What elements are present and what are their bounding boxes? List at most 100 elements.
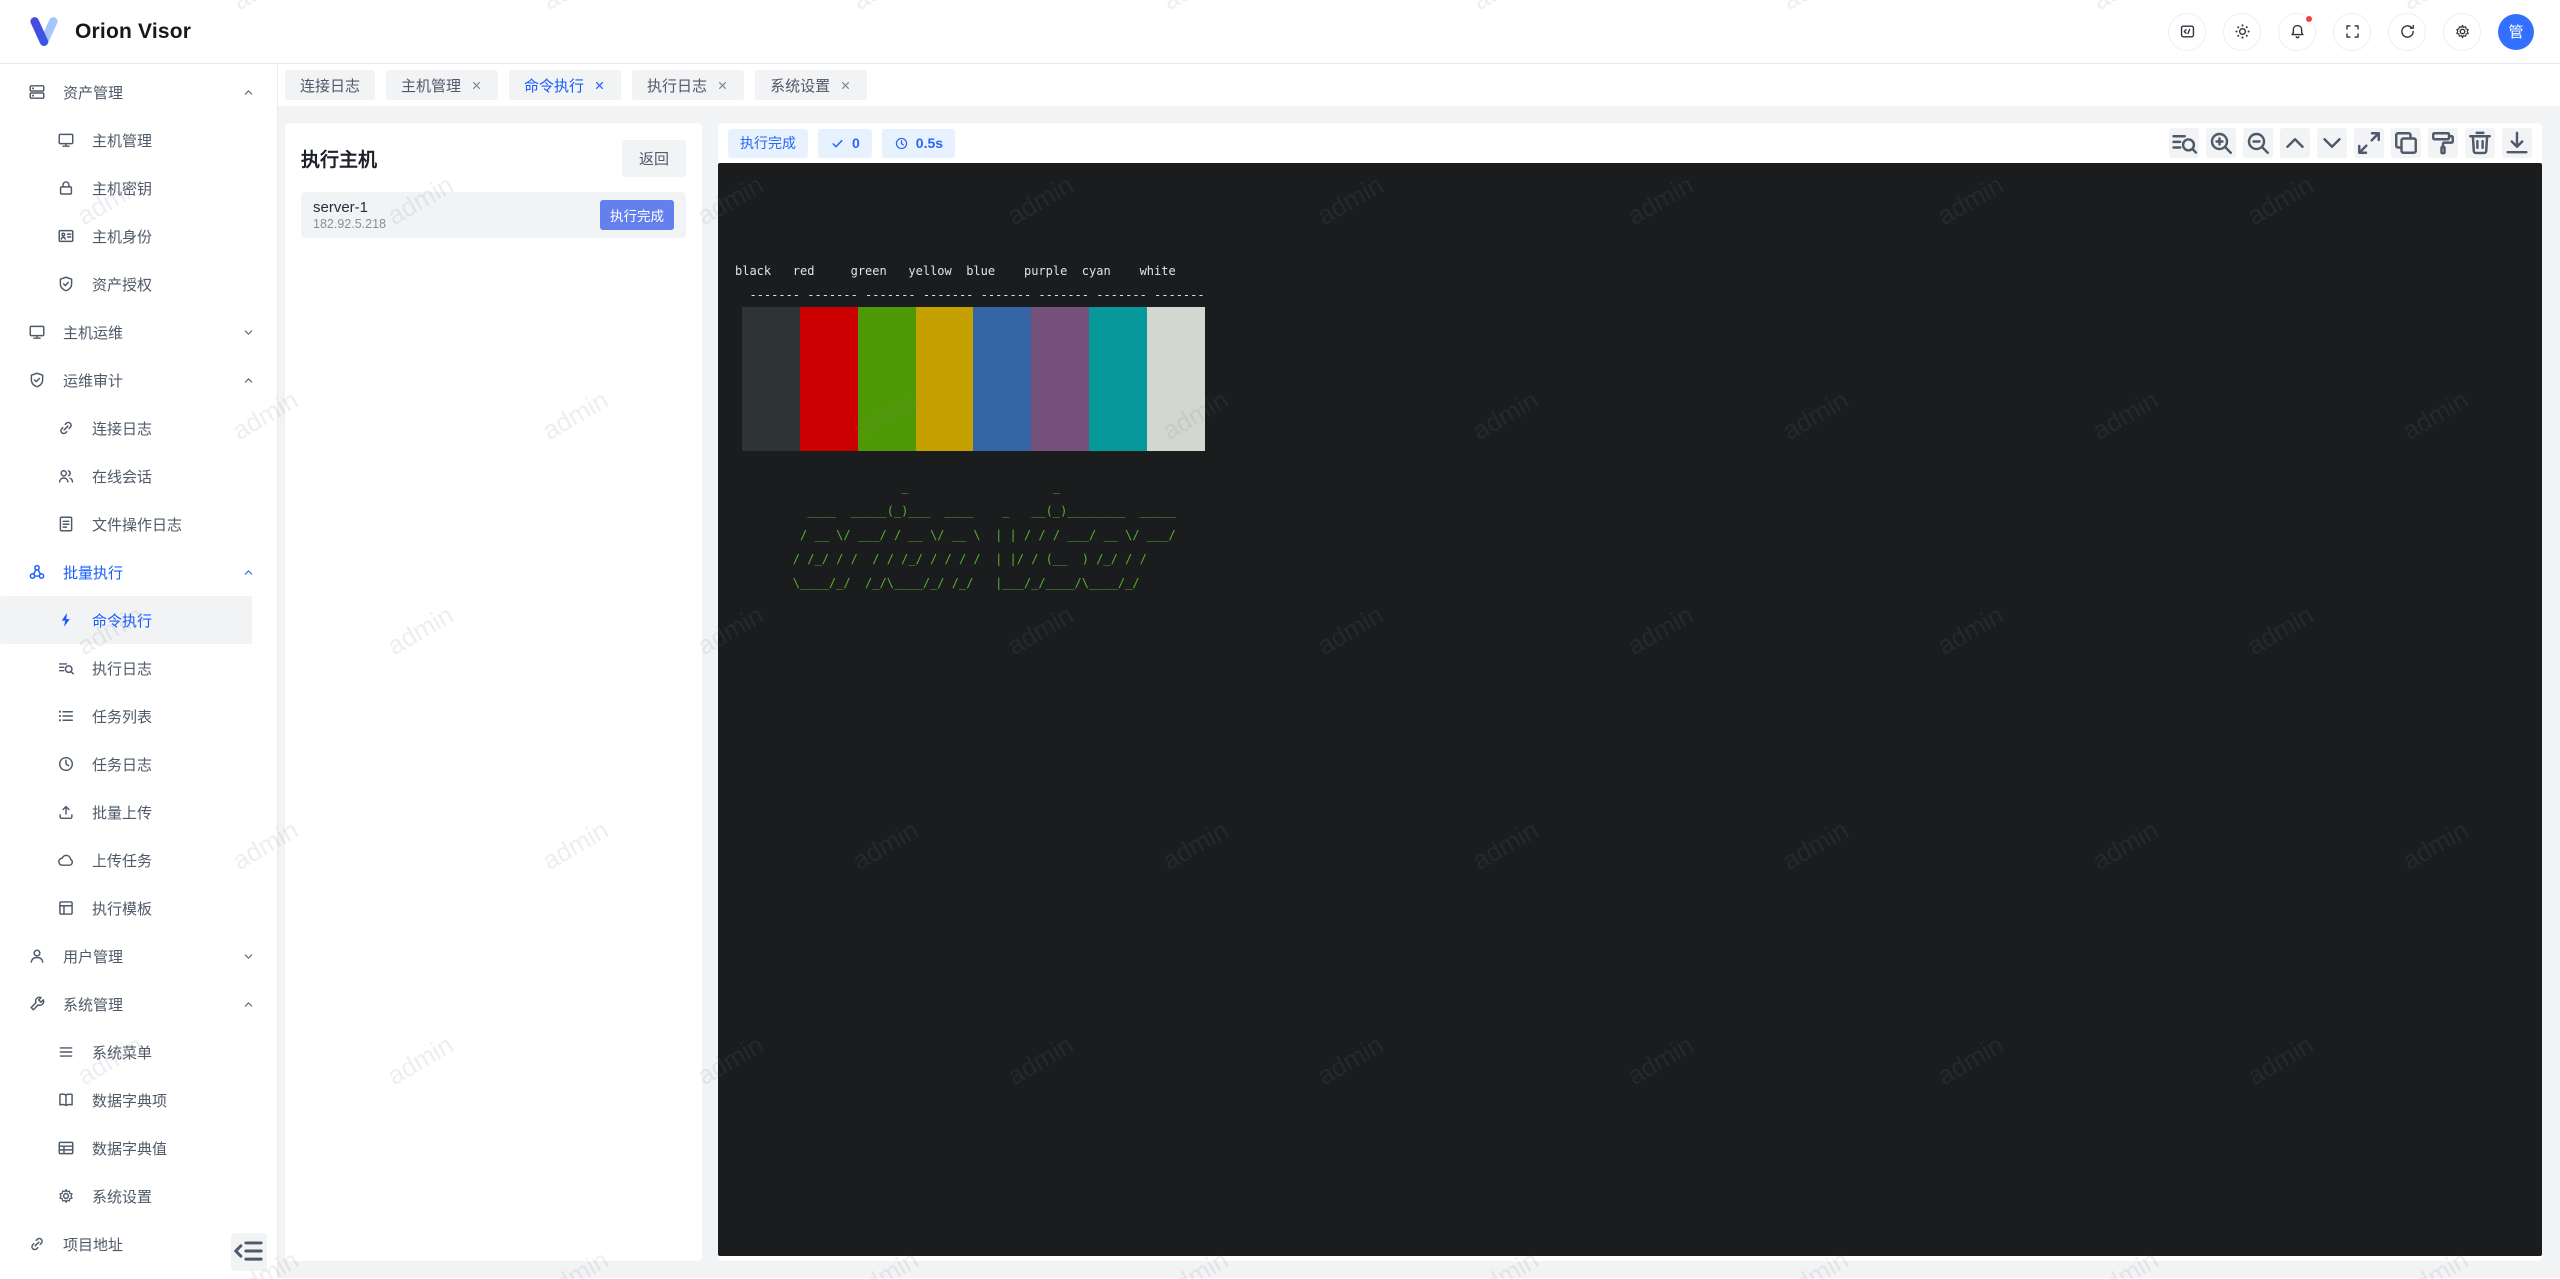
host-name: server-1	[313, 199, 369, 216]
tab-close-icon[interactable]	[470, 79, 483, 92]
sidebar-item-batch-upload[interactable]: 批量上传	[0, 788, 277, 836]
tab-exec-log[interactable]: 执行日志	[632, 70, 745, 100]
palette-labels-row: black red green yellow blue purple cyan white	[735, 259, 2542, 283]
sidebar-item-host-identity[interactable]: 主机身份	[0, 212, 277, 260]
back-button[interactable]: 返回	[621, 140, 686, 177]
color-block-green	[857, 307, 916, 451]
sidebar-item-label: 批量执行	[63, 564, 124, 582]
palette-rule-row: ------- ------- ------- ------- ------- …	[742, 288, 1205, 302]
refresh-button[interactable]	[2388, 12, 2426, 51]
host-item[interactable]: server-1 182.92.5.218 执行完成	[301, 192, 686, 238]
book-icon	[57, 1091, 75, 1109]
color-block-purple	[1031, 307, 1089, 451]
sidebar-item-label: 数据字典项	[92, 1092, 168, 1110]
sidebar-item-label: 系统设置	[92, 1188, 153, 1206]
sidebar-item-connect-log[interactable]: 连接日志	[0, 404, 277, 452]
search-list-icon	[57, 659, 75, 677]
sidebar-item-label: 主机密钥	[92, 180, 153, 198]
ascii-banner: _ _ ____ _____(_)___ ____ _ __(_)_______…	[792, 480, 1176, 590]
expand-button[interactable]	[2354, 128, 2384, 158]
zoom-out-icon	[2243, 128, 2273, 158]
sidebar-item-label: 主机管理	[92, 132, 153, 150]
sidebar-item-label: 数据字典值	[92, 1140, 168, 1158]
badge-label: 执行完成	[740, 135, 796, 151]
sidebar-item-upload-task[interactable]: 上传任务	[0, 836, 277, 884]
color-block-black	[742, 307, 801, 451]
tab-system-setting[interactable]: 系统设置	[755, 70, 868, 100]
sidebar-item-online-session[interactable]: 在线会话	[0, 452, 277, 500]
sidebar-collapse-button[interactable]	[231, 1233, 267, 1271]
sidebar-item-host-key[interactable]: 主机密钥	[0, 164, 277, 212]
wrench-icon	[28, 995, 46, 1013]
app-logo[interactable]: Orion Visor	[26, 16, 191, 48]
sidebar-item-project-link[interactable]: 项目地址	[0, 1220, 277, 1268]
shield-check-icon	[28, 371, 46, 389]
notifications-button[interactable]	[2278, 12, 2316, 51]
sidebar-item-host-ops[interactable]: 主机运维	[0, 308, 277, 356]
logo-v-icon	[30, 16, 58, 46]
theme-button[interactable]	[2223, 12, 2261, 51]
fullscreen-icon	[2344, 23, 2361, 40]
chevron-up-icon	[242, 374, 255, 387]
sidebar-item-asset-manage[interactable]: 资产管理	[0, 68, 277, 116]
sidebar-item-label: 系统管理	[63, 996, 124, 1014]
chevron-up-icon	[242, 86, 255, 99]
log-search-button[interactable]	[2169, 128, 2199, 158]
tab-close-icon[interactable]	[593, 79, 606, 92]
sidebar-item-system-menu[interactable]: 系统菜单	[0, 1028, 277, 1076]
palette-label-green: green	[850, 264, 887, 278]
zoom-out-button[interactable]	[2243, 128, 2273, 158]
sidebar-item-task-list[interactable]: 任务列表	[0, 692, 277, 740]
terminal-header: 执行完成 0 0.5s	[718, 123, 2542, 163]
chevron-up-icon	[2280, 128, 2310, 158]
sidebar-item-system-setting[interactable]: 系统设置	[0, 1172, 277, 1220]
chevron-up-button[interactable]	[2280, 128, 2310, 158]
sidebar-item-label: 执行模板	[92, 900, 153, 918]
tab-connect-log[interactable]: 连接日志	[285, 70, 376, 100]
sidebar-item-batch-exec[interactable]: 批量执行	[0, 548, 277, 596]
chevron-up-icon	[242, 566, 255, 579]
sidebar-item-label: 主机身份	[92, 228, 153, 246]
palette-label-blue: blue	[966, 264, 996, 278]
tab-command-exec[interactable]: 命令执行	[509, 70, 622, 100]
sidebar-item-user-manage[interactable]: 用户管理	[0, 932, 277, 980]
sidebar-item-system-manage[interactable]: 系统管理	[0, 980, 277, 1028]
api-code-button[interactable]	[2168, 12, 2206, 51]
sidebar-item-host-manage[interactable]: 主机管理	[0, 116, 277, 164]
terminal-screen[interactable]: black red green yellow blue purple cyan white -…	[718, 163, 2542, 1256]
upload-icon	[57, 803, 75, 821]
host-info: server-1 182.92.5.218	[313, 199, 386, 231]
tab-close-icon[interactable]	[716, 79, 729, 92]
sidebar-item-dict-key[interactable]: 数据字典项	[0, 1076, 277, 1124]
sidebar-item-label: 执行日志	[92, 660, 153, 678]
download-button[interactable]	[2502, 128, 2532, 158]
tab-host-manage[interactable]: 主机管理	[386, 70, 499, 100]
zoom-in-button[interactable]	[2206, 128, 2236, 158]
user-avatar[interactable]: 管	[2498, 13, 2534, 50]
tab-close-icon[interactable]	[839, 79, 852, 92]
sidebar-item-command-exec[interactable]: 命令执行	[0, 596, 252, 644]
sidebar-item-label: 命令执行	[92, 612, 153, 630]
color-block-blue	[973, 307, 1032, 451]
link-icon	[57, 419, 75, 437]
host-list: server-1 182.92.5.218 执行完成	[301, 192, 686, 238]
cloud-icon	[57, 851, 75, 869]
sidebar-item-exec-log[interactable]: 执行日志	[0, 644, 277, 692]
copy-button[interactable]	[2391, 128, 2421, 158]
sidebar-item-asset-grant[interactable]: 资产授权	[0, 260, 277, 308]
sidebar-item-ops-audit[interactable]: 运维审计	[0, 356, 277, 404]
sidebar-item-dict-value[interactable]: 数据字典值	[0, 1124, 277, 1172]
clear-button[interactable]	[2428, 128, 2458, 158]
delete-button[interactable]	[2465, 128, 2495, 158]
tab-label: 系统设置	[770, 77, 831, 95]
check-icon	[830, 136, 845, 151]
code-icon	[2179, 23, 2196, 40]
sidebar-item-exec-template[interactable]: 执行模板	[0, 884, 277, 932]
content-area: 执行主机 返回 server-1 182.92.5.218 执行完成 执行完成 0 0.…	[278, 106, 2560, 1278]
sidebar-item-label: 主机运维	[63, 324, 124, 342]
chevron-down-button[interactable]	[2317, 128, 2347, 158]
settings-button[interactable]	[2443, 12, 2481, 51]
sidebar-item-task-log[interactable]: 任务日志	[0, 740, 277, 788]
sidebar-item-file-op-log[interactable]: 文件操作日志	[0, 500, 277, 548]
fullscreen-button[interactable]	[2333, 12, 2371, 51]
